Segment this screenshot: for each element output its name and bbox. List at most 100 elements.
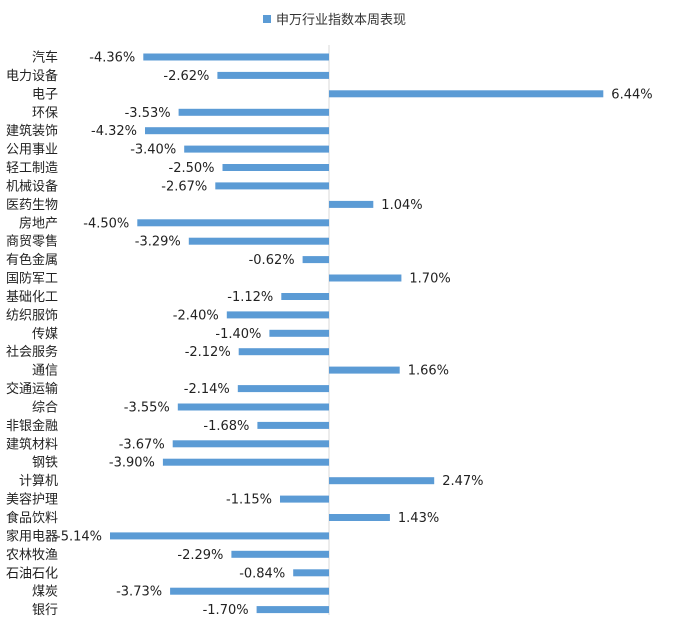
bar [329,366,400,374]
bar [329,90,604,98]
category-label: 环保 [32,106,58,121]
bar [184,145,329,153]
bar [188,237,329,245]
bar [269,329,329,337]
value-label: -2.67% [161,179,207,194]
value-label: -1.15% [226,493,272,508]
category-label: 有色金属 [6,252,58,268]
bar [257,421,329,429]
category-label: 美容护理 [6,492,58,508]
category-label: 汽车 [32,50,58,66]
value-label: -4.50% [83,216,129,231]
category-label: 机械设备 [6,178,58,194]
category-label: 电力设备 [6,68,58,84]
bar [280,495,329,503]
value-label: -3.53% [125,106,171,121]
bar [226,311,329,319]
category-label: 非银金融 [6,418,58,434]
category-label: 国防军工 [6,271,58,287]
bar [238,348,329,356]
bar [329,477,435,485]
category-label: 银行 [32,603,58,618]
category-label: 钢铁 [32,456,58,471]
value-label: 1.70% [409,272,450,287]
value-label: -2.50% [169,161,215,176]
category-label: 建筑装饰 [6,123,58,139]
category-label: 轻工制造 [6,161,58,176]
value-label: 6.44% [611,87,652,102]
bar [145,127,329,135]
bar [329,200,374,208]
bar [256,606,329,614]
category-label: 商贸零售 [6,234,58,250]
value-label: 1.43% [398,511,439,526]
bar [110,532,329,540]
category-label: 通信 [32,364,58,379]
bar [237,385,329,393]
bar [177,403,329,411]
category-label: 煤炭 [32,585,58,600]
value-label: -2.14% [184,382,230,397]
category-label: 食品饮料 [6,510,58,526]
value-label: -0.62% [249,253,295,268]
bar [217,71,329,79]
value-label: -3.67% [119,437,165,452]
bar [170,587,329,595]
category-label: 交通运输 [6,381,58,397]
category-label: 房地产 [19,215,58,231]
bar [231,550,329,558]
value-label: -4.36% [89,51,135,66]
value-label: -1.40% [215,327,261,342]
legend: 申万行业指数本周表现 [263,13,406,28]
bars [110,53,604,614]
bar [172,440,329,448]
category-label: 纺织服饰 [6,308,58,323]
category-labels: 汽车电力设备电子环保建筑装饰公用事业轻工制造机械设备医药生物房地产商贸零售有色金… [6,50,58,619]
bar [215,182,329,190]
value-label: -2.12% [185,345,231,360]
bar [329,514,390,521]
category-label: 家用电器 [6,528,58,544]
value-label: -3.90% [109,456,155,471]
bar [329,274,402,282]
value-label: -3.55% [124,401,170,416]
value-label: 2.47% [442,474,483,489]
category-label: 计算机 [19,474,58,489]
bar [162,458,329,466]
category-label: 医药生物 [6,198,58,213]
value-label: -1.12% [227,290,273,305]
value-label: -0.84% [239,566,285,581]
bar [222,164,329,171]
value-label: -4.32% [91,124,137,139]
bar [178,108,329,116]
value-label: -3.73% [116,585,162,600]
value-label: 1.04% [381,198,422,213]
category-label: 基础化工 [6,290,58,305]
category-label: 电子 [32,87,58,102]
value-label: -2.40% [173,308,219,323]
value-labels: -4.36% -2.62% 6.44% -3.53% -4.32% -3.40% -2.50… [56,51,653,619]
category-label: 公用事业 [6,143,58,158]
value-label: -3.29% [135,235,181,250]
legend-swatch [263,15,271,23]
value-label: -1.70% [203,603,249,618]
category-label: 农林牧渔 [6,548,58,563]
bar [293,569,329,577]
value-label: 1.66% [408,364,449,379]
value-label: -2.29% [177,548,223,563]
value-label: -1.68% [203,419,249,434]
bar [281,293,329,300]
value-label: -5.14% [56,529,102,544]
bar [137,219,329,227]
category-label: 综合 [32,401,58,416]
value-label: -2.62% [163,69,209,84]
legend-label: 申万行业指数本周表现 [276,13,406,28]
category-label: 传媒 [32,327,58,342]
category-label: 建筑材料 [6,436,58,452]
bar [302,256,329,264]
category-label: 社会服务 [6,344,58,360]
value-label: -3.40% [130,143,176,158]
category-label: 石油石化 [6,566,58,581]
bar [143,53,329,61]
